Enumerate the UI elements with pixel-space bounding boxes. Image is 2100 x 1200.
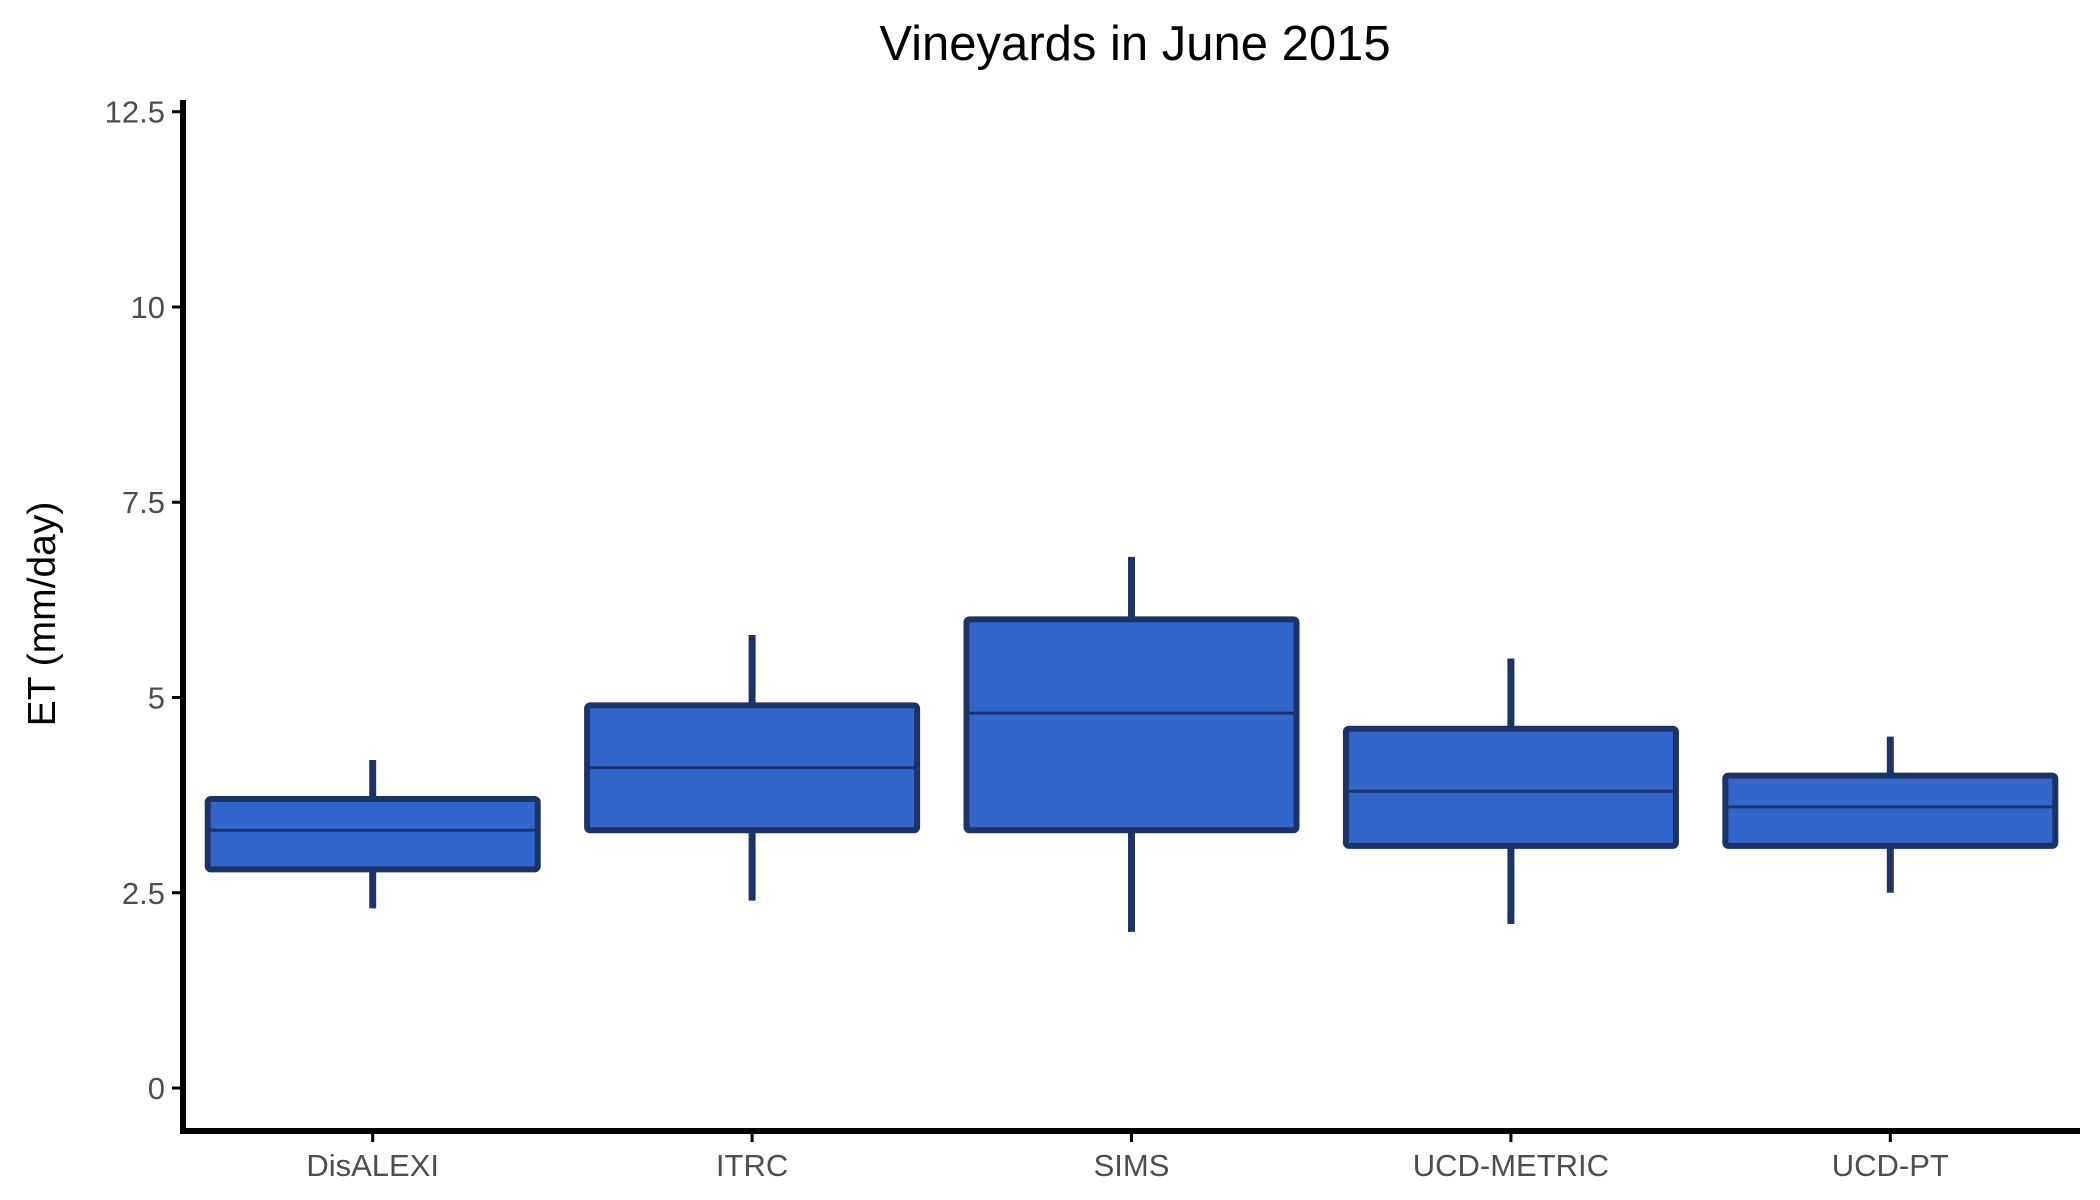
- y-tick-label: 5: [148, 681, 165, 716]
- x-tick-label: SIMS: [1094, 1148, 1170, 1183]
- box-body: [1342, 725, 1679, 849]
- x-tick-label: DisALEXI: [306, 1148, 439, 1183]
- box-body: [204, 796, 541, 873]
- y-tick-label: 0: [148, 1071, 165, 1106]
- plot-area: 0 2.5 5 7.5 10 12.5 DisALEXI ITRC SIMS UCD-METRIC…: [105, 95, 2080, 1183]
- y-axis-title: ET (mm/day): [21, 502, 64, 727]
- x-tick-label: ITRC: [716, 1148, 788, 1183]
- y-tick-label: 7.5: [122, 485, 165, 520]
- box-body: [963, 616, 1300, 834]
- y-tick-label: 12.5: [105, 95, 165, 130]
- x-tick-label: UCD-PT: [1832, 1148, 1949, 1183]
- x-tick-label: UCD-METRIC: [1413, 1148, 1609, 1183]
- box-body: [1722, 772, 2059, 849]
- y-tick-label: 10: [131, 290, 165, 325]
- y-tick-label: 2.5: [122, 876, 165, 911]
- chart-title: Vineyards in June 2015: [879, 17, 1390, 71]
